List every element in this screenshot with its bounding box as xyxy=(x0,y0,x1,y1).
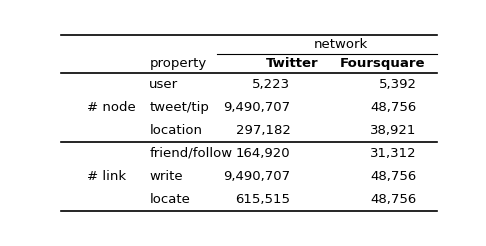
Text: user: user xyxy=(149,78,178,91)
Text: 48,756: 48,756 xyxy=(370,193,417,206)
Text: 31,312: 31,312 xyxy=(370,147,417,160)
Text: locate: locate xyxy=(149,193,190,206)
Text: Foursquare: Foursquare xyxy=(340,57,426,70)
Text: # link: # link xyxy=(87,170,126,183)
Text: 5,223: 5,223 xyxy=(252,78,291,91)
Text: 164,920: 164,920 xyxy=(236,147,291,160)
Text: property: property xyxy=(149,57,207,70)
Text: 615,515: 615,515 xyxy=(236,193,291,206)
Text: 48,756: 48,756 xyxy=(370,101,417,114)
Text: write: write xyxy=(149,170,183,183)
Text: 48,756: 48,756 xyxy=(370,170,417,183)
Text: 9,490,707: 9,490,707 xyxy=(224,101,291,114)
Text: Twitter: Twitter xyxy=(266,57,319,70)
Text: location: location xyxy=(149,124,202,137)
Text: 297,182: 297,182 xyxy=(236,124,291,137)
Text: tweet/tip: tweet/tip xyxy=(149,101,209,114)
Text: 38,921: 38,921 xyxy=(370,124,417,137)
Text: 9,490,707: 9,490,707 xyxy=(224,170,291,183)
Text: friend/follow: friend/follow xyxy=(149,147,232,160)
Text: network: network xyxy=(314,38,368,51)
Text: # node: # node xyxy=(87,101,136,114)
Text: 5,392: 5,392 xyxy=(379,78,417,91)
